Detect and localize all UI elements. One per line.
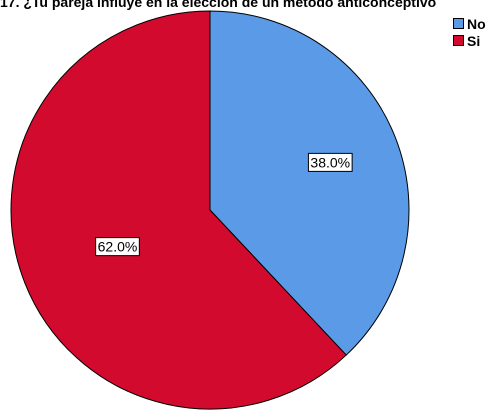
pie-label-si: 62.0% (95, 237, 140, 257)
chart-title: 17. ¿Tu pareja influye en la elección de… (0, 0, 437, 10)
legend-label-si: Si (467, 32, 481, 49)
pie-label-text-si: 62.0% (98, 239, 138, 255)
pie-slice-no (209, 10, 410, 356)
pie-slices (10, 10, 410, 410)
legend-swatch-si (453, 35, 464, 46)
pie-slice-si (10, 10, 347, 410)
legend-swatch-no (453, 18, 464, 29)
pie-label-box-si (95, 237, 140, 257)
legend-item-no: No (453, 15, 486, 32)
pie-label-no: 38.0% (307, 152, 353, 172)
pie-label-text-no: 38.0% (310, 154, 350, 170)
legend-item-si: Si (453, 32, 486, 49)
legend: No Si (453, 15, 486, 49)
pie-labels: 38.0% 62.0% (95, 152, 353, 257)
legend-label-no: No (467, 15, 486, 32)
pie-label-box-no (307, 152, 353, 172)
